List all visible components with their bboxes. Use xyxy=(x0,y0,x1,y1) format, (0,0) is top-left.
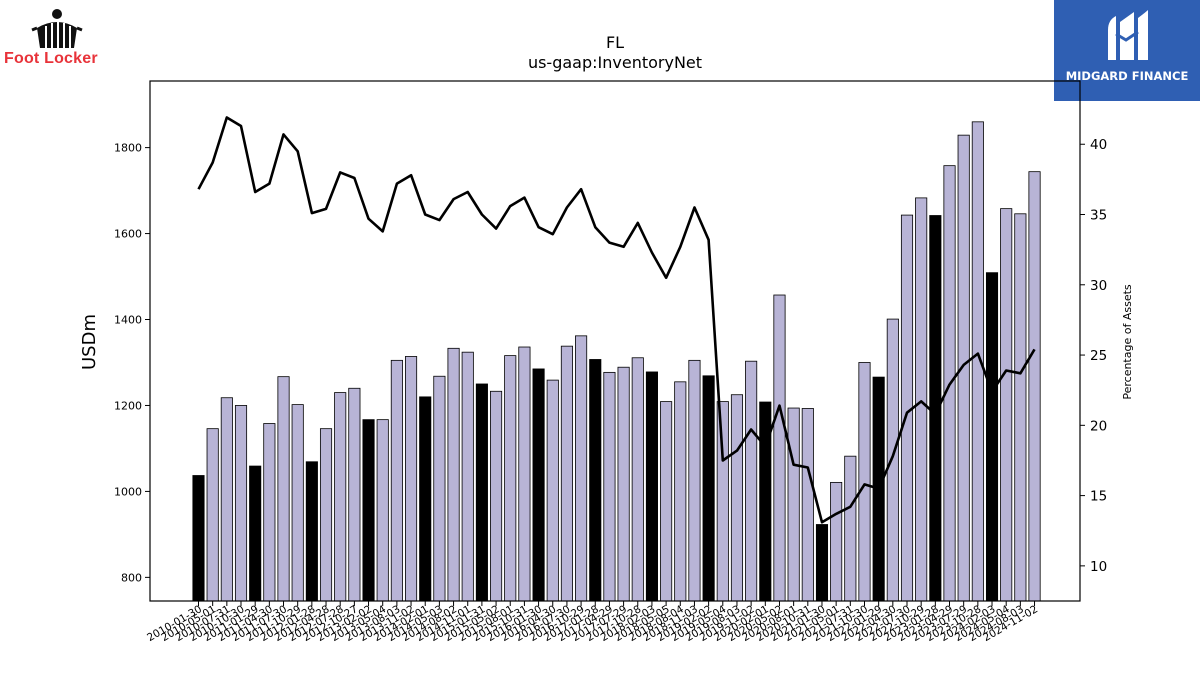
y2-tick-label: 35 xyxy=(1090,208,1107,224)
bar xyxy=(390,359,403,602)
bar xyxy=(716,401,729,602)
bar xyxy=(504,355,517,602)
midgard-finance-logo: MIDGARD FINANCE xyxy=(1054,0,1200,101)
y2-tick-label: 40 xyxy=(1090,137,1107,153)
bar xyxy=(475,383,488,602)
bar xyxy=(617,366,630,602)
bar xyxy=(319,428,333,602)
bar xyxy=(433,375,446,602)
bar xyxy=(277,376,290,602)
bar xyxy=(1014,213,1027,602)
bar xyxy=(886,318,899,602)
bar xyxy=(745,360,758,602)
y-tick-label: 1800 xyxy=(114,142,142,155)
bar xyxy=(419,396,432,602)
bar xyxy=(660,401,673,602)
bar xyxy=(575,335,588,602)
y-tick-label: 1200 xyxy=(114,399,142,412)
bar xyxy=(518,346,531,602)
bar xyxy=(376,419,389,602)
bar xyxy=(985,272,999,602)
midgard-finance-wordmark: MIDGARD FINANCE xyxy=(1065,69,1189,83)
bar xyxy=(674,381,687,602)
bar xyxy=(291,404,304,602)
bar xyxy=(348,387,361,602)
bar xyxy=(730,394,744,602)
bar xyxy=(830,481,843,602)
foot-locker-logo: Foot Locker xyxy=(2,4,110,72)
bar xyxy=(192,475,205,602)
bar xyxy=(589,359,602,602)
y2-tick-label: 20 xyxy=(1090,418,1107,434)
referee-figure-icon xyxy=(31,9,83,48)
bar xyxy=(844,455,857,602)
bar xyxy=(815,524,829,602)
y2-tick-label: 25 xyxy=(1090,348,1107,364)
midgard-m-icon xyxy=(1108,10,1148,60)
bar xyxy=(773,294,786,602)
foot-locker-wordmark: Foot Locker xyxy=(4,50,98,67)
y-tick-label: 800 xyxy=(121,571,142,584)
y-tick-label: 1600 xyxy=(114,228,142,241)
y2-tick-label: 10 xyxy=(1090,559,1107,575)
plot-frame xyxy=(149,80,1081,602)
bar xyxy=(206,428,219,602)
bar xyxy=(560,345,573,602)
bar xyxy=(1028,171,1041,602)
bar xyxy=(249,465,262,602)
bar xyxy=(362,419,375,602)
bar xyxy=(234,405,248,602)
bar xyxy=(220,397,233,602)
bar xyxy=(404,356,418,602)
bar xyxy=(915,197,928,602)
bar xyxy=(546,379,559,602)
bar xyxy=(787,407,800,602)
percentage-of-assets-line xyxy=(197,116,1036,524)
bar xyxy=(688,359,701,602)
bar xyxy=(645,371,658,602)
bar xyxy=(603,371,616,602)
bar xyxy=(801,408,814,602)
y2-tick-label: 30 xyxy=(1090,278,1107,294)
bar xyxy=(957,134,970,602)
y2-tick-label: 15 xyxy=(1090,489,1107,505)
bar xyxy=(305,461,318,602)
bar xyxy=(447,347,460,602)
y-tick-label: 1400 xyxy=(114,314,142,327)
bar xyxy=(702,375,715,602)
bar xyxy=(1000,208,1013,602)
bar xyxy=(532,368,545,602)
bar xyxy=(631,357,644,602)
bar xyxy=(490,390,503,602)
y2-axis-label: Percentage of Assets xyxy=(1121,284,1134,400)
y-tick-label: 1000 xyxy=(114,485,142,498)
chart-subtitle: us-gaap:InventoryNet xyxy=(528,53,702,72)
bar xyxy=(461,351,474,602)
bar xyxy=(334,392,347,602)
bar xyxy=(263,423,276,602)
bar xyxy=(858,362,871,602)
y-axis-label: USDm xyxy=(79,314,100,370)
chart-title: FL xyxy=(606,33,624,52)
